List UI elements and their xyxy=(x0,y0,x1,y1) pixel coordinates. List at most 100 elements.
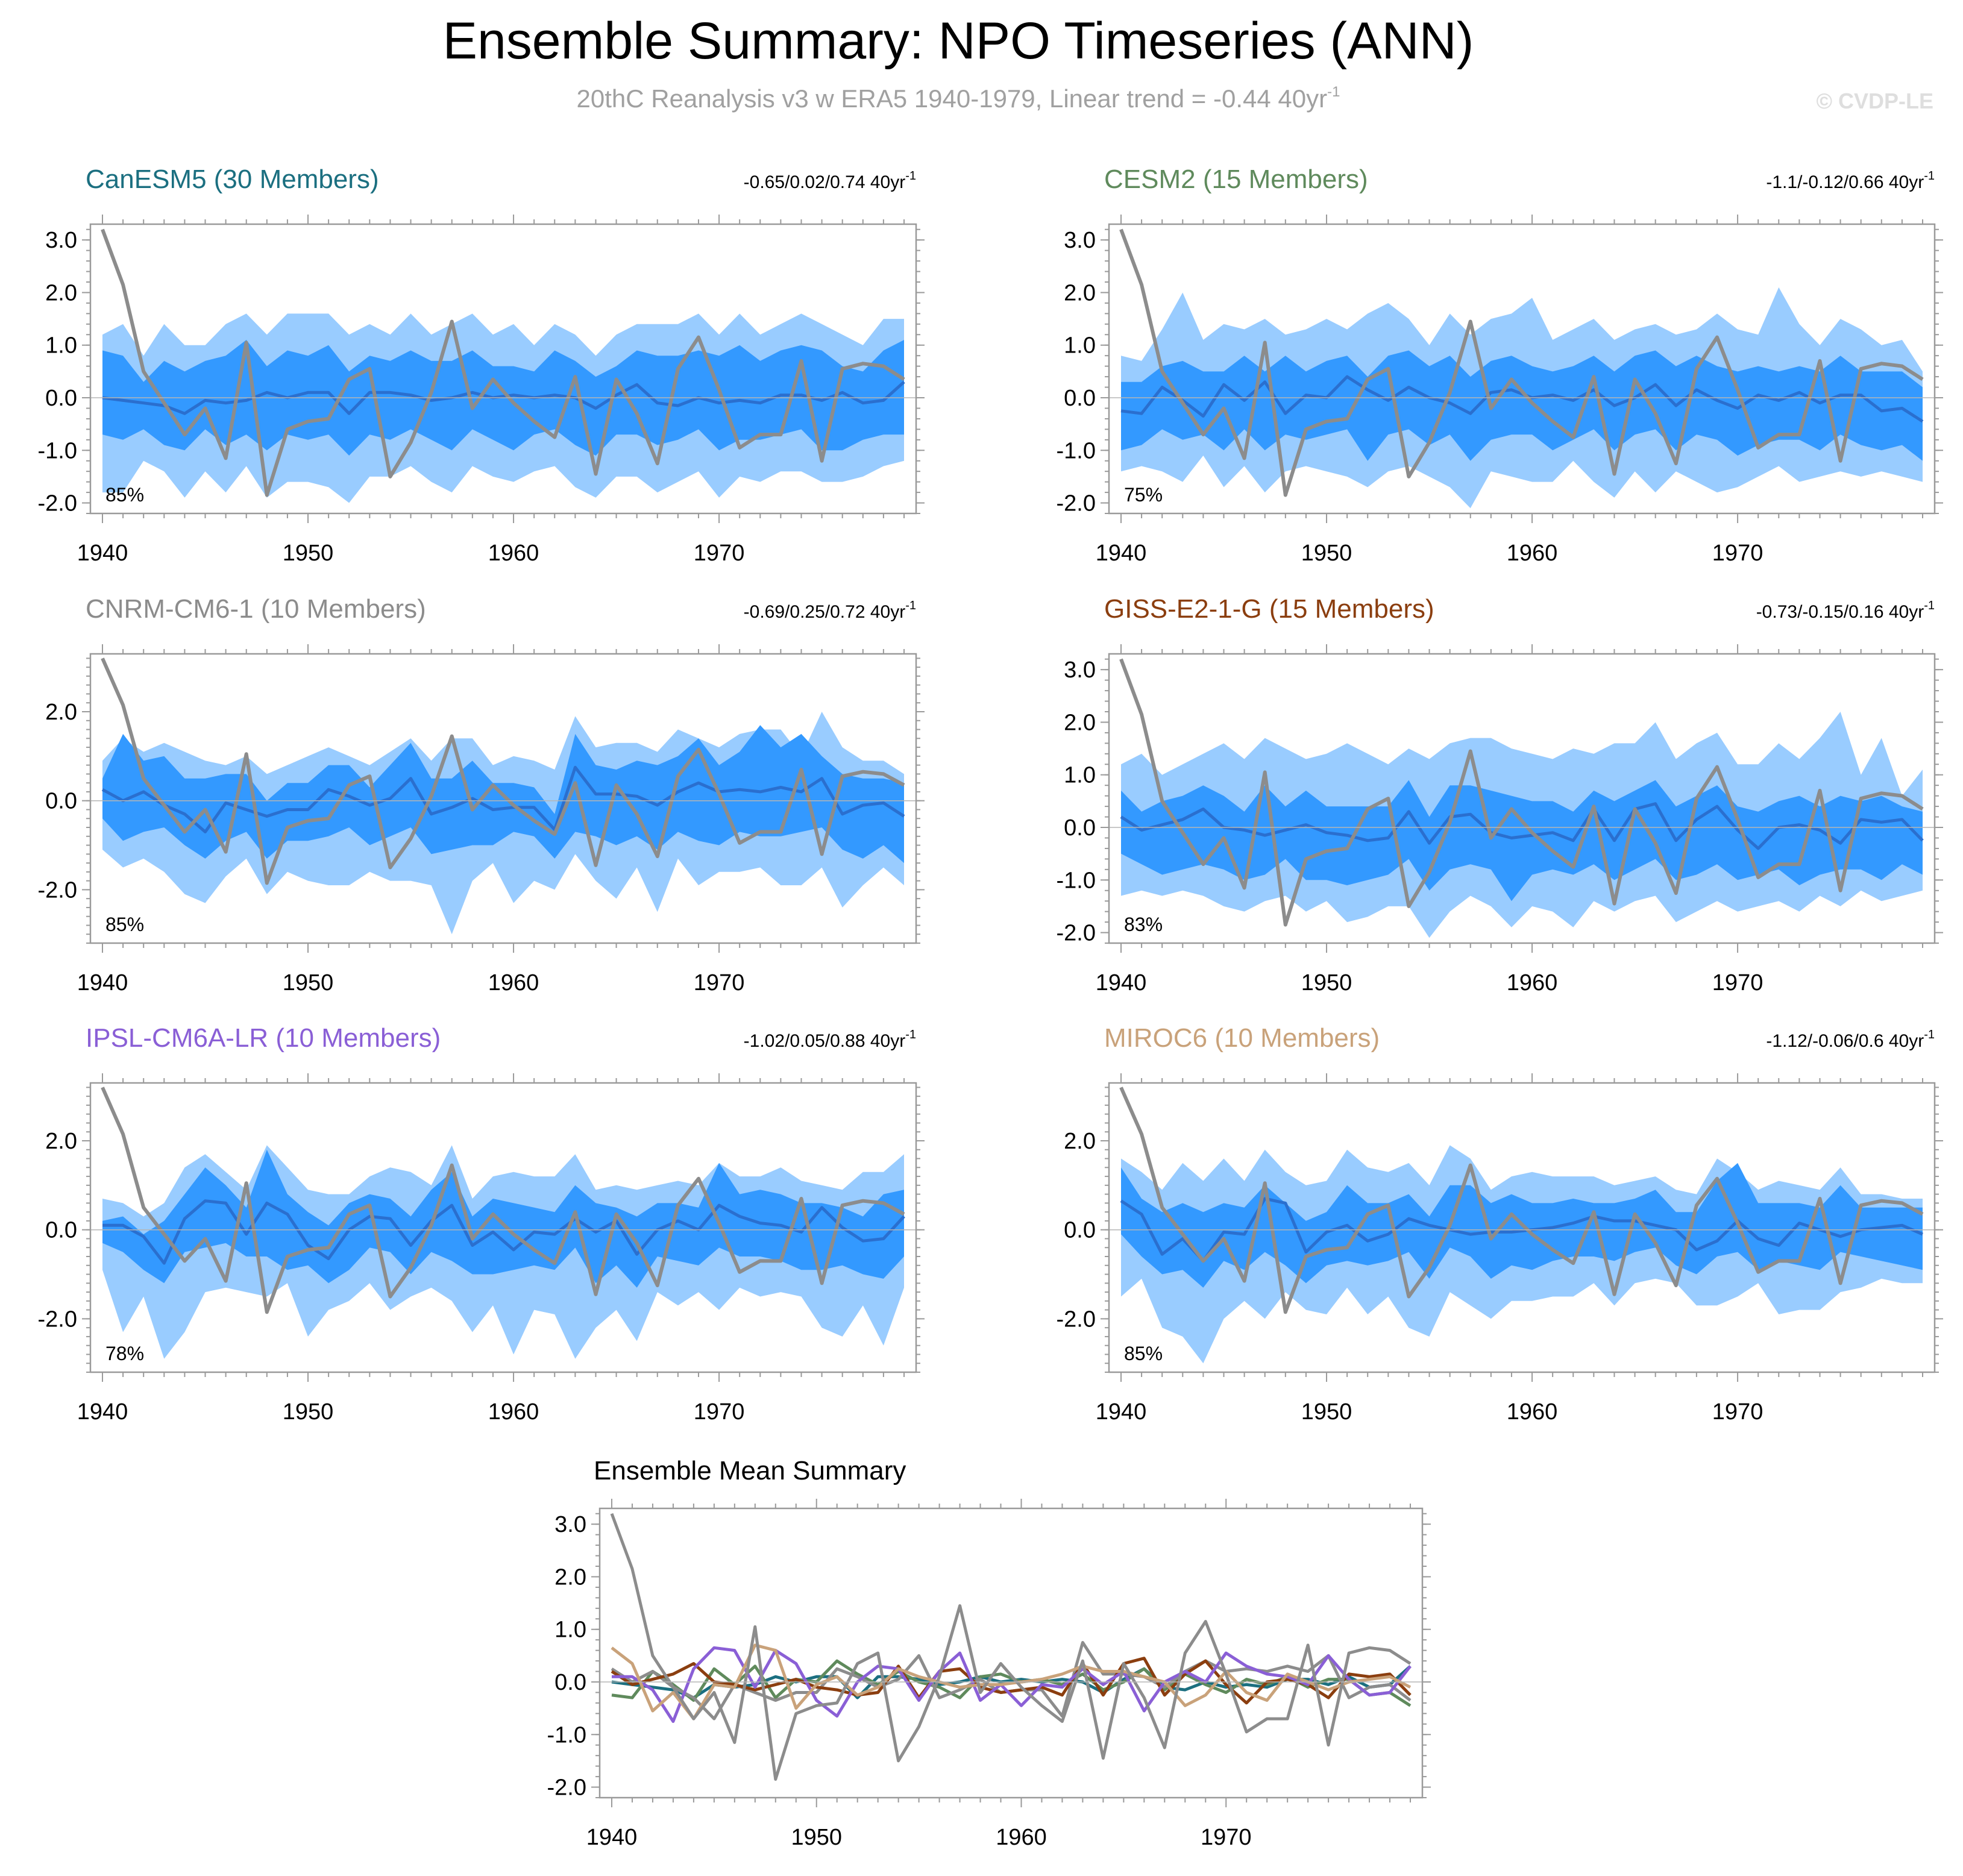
plot-area xyxy=(1119,658,1924,938)
y-tick-label: 2.0 xyxy=(1064,1129,1096,1154)
range-exponent: -1 xyxy=(1924,169,1935,183)
panel-trend-range: -1.1/-0.12/0.66 40yr-1 xyxy=(1766,169,1935,192)
x-tick-label: 1950 xyxy=(1301,1399,1352,1425)
x-tick-label: 1940 xyxy=(1096,1399,1147,1425)
y-tick-label: 3.0 xyxy=(1064,228,1096,253)
x-tick-label: 1960 xyxy=(1507,1399,1558,1425)
y-tick-label: 3.0 xyxy=(45,228,77,253)
panel-title: MIROC6 (10 Members) xyxy=(1104,1023,1380,1053)
y-tick-label: 2.0 xyxy=(45,700,77,725)
y-tick-label: -1.0 xyxy=(1057,438,1096,463)
x-tick-label: 1950 xyxy=(791,1825,842,1850)
panel-5: MIROC6 (10 Members) -1.12/-0.06/0.6 40yr-… xyxy=(1057,1023,1943,1425)
observed-line xyxy=(1119,228,1924,497)
plot-frame xyxy=(1108,653,1936,944)
x-tick-label: 1950 xyxy=(1301,541,1352,566)
series-line-miroc6 xyxy=(611,1643,1412,1721)
panel-title: Ensemble Mean Summary xyxy=(594,1456,906,1485)
range-exponent: -1 xyxy=(1924,1028,1935,1041)
range-exponent: -1 xyxy=(905,599,916,612)
panel-title: GISS-E2-1-G (15 Members) xyxy=(1104,594,1434,624)
plot-area xyxy=(101,1087,905,1359)
plot-frame xyxy=(89,223,917,515)
range-exponent: -1 xyxy=(905,1028,916,1041)
y-tick-label: 2.0 xyxy=(1064,280,1096,306)
range-value: -1.02/0.05/0.88 40yr xyxy=(744,1031,906,1051)
panel-title: CNRM-CM6-1 (10 Members) xyxy=(86,594,426,624)
x-tick-label: 1970 xyxy=(694,1399,745,1425)
y-tick-label: 1.0 xyxy=(554,1617,586,1643)
x-tick-label: 1950 xyxy=(283,1399,334,1425)
percent-label: 78% xyxy=(105,1343,144,1364)
percent-label: 85% xyxy=(105,484,144,506)
observed-line xyxy=(1119,658,1924,927)
range-value: -0.69/0.25/0.72 40yr xyxy=(744,602,906,622)
x-tick-label: 1940 xyxy=(1096,970,1147,996)
observed-line xyxy=(101,657,905,885)
panel-title: CESM2 (15 Members) xyxy=(1104,165,1368,194)
subtitle-exponent: -1 xyxy=(1327,84,1340,100)
x-tick-label: 1960 xyxy=(1507,970,1558,996)
observed-line xyxy=(1119,1087,1924,1314)
panel-0: CanESM5 (30 Members) -0.65/0.02/0.74 40yr… xyxy=(38,165,925,566)
x-tick-label: 1960 xyxy=(996,1825,1047,1850)
x-tick-label: 1950 xyxy=(283,541,334,566)
range-exponent: -1 xyxy=(1924,599,1935,612)
y-tick-label: -2.0 xyxy=(1057,491,1096,516)
x-tick-label: 1960 xyxy=(488,970,539,996)
y-tick-label: 2.0 xyxy=(1064,710,1096,735)
panel-2: CNRM-CM6-1 (10 Members) -0.69/0.25/0.72 4… xyxy=(38,594,925,996)
percent-label: 83% xyxy=(1124,914,1163,935)
y-tick-label: -2.0 xyxy=(38,877,77,903)
series-line-observed xyxy=(610,1513,1412,1781)
x-tick-label: 1970 xyxy=(694,970,745,996)
x-tick-label: 1950 xyxy=(1301,970,1352,996)
percent-label: 85% xyxy=(105,914,144,935)
watermark: © CVDP-LE xyxy=(1816,89,1933,113)
y-tick-label: -1.0 xyxy=(38,438,77,463)
y-tick-label: 0.0 xyxy=(554,1670,586,1695)
plot-area xyxy=(101,657,905,935)
panel-trend-range: -0.73/-0.15/0.16 40yr-1 xyxy=(1756,599,1935,622)
x-tick-label: 1960 xyxy=(488,541,539,566)
figure-title: Ensemble Summary: NPO Timeseries (ANN) xyxy=(443,12,1474,70)
panel-6: Ensemble Mean Summary -2.0 -1.0 0.0 1.0 2.0 3.… xyxy=(547,1456,1431,1850)
observed-line xyxy=(101,1087,905,1314)
panel-trend-range: -1.02/0.05/0.88 40yr-1 xyxy=(744,1028,916,1051)
panel-4: IPSL-CM6A-LR (10 Members) -1.02/0.05/0.88… xyxy=(38,1023,925,1425)
y-tick-label: -2.0 xyxy=(38,1307,77,1332)
y-tick-label: 1.0 xyxy=(1064,763,1096,788)
panel-3: GISS-E2-1-G (15 Members) -0.73/-0.15/0.16… xyxy=(1057,594,1943,996)
subtitle-text: 20thC Reanalysis v3 w ERA5 1940-1979, Li… xyxy=(577,84,1328,113)
x-tick-label: 1940 xyxy=(77,970,128,996)
x-tick-label: 1970 xyxy=(1712,541,1764,566)
y-tick-label: 3.0 xyxy=(1064,657,1096,683)
plot-frame xyxy=(598,1507,1424,1799)
x-tick-label: 1940 xyxy=(586,1825,638,1850)
plot-frame xyxy=(89,1082,917,1373)
figure-subtitle: 20thC Reanalysis v3 w ERA5 1940-1979, Li… xyxy=(577,84,1340,113)
range-value: -1.1/-0.12/0.66 40yr xyxy=(1766,172,1924,192)
inner-spread-band xyxy=(1121,350,1923,461)
x-tick-label: 1970 xyxy=(1712,1399,1764,1425)
x-tick-label: 1940 xyxy=(77,541,128,566)
y-tick-label: 3.0 xyxy=(554,1512,586,1537)
plot-area xyxy=(1119,1087,1924,1364)
y-tick-label: 2.0 xyxy=(554,1564,586,1590)
ensemble-mean-line xyxy=(102,1199,905,1265)
x-tick-label: 1950 xyxy=(283,970,334,996)
panel-title: CanESM5 (30 Members) xyxy=(86,165,379,194)
y-tick-label: 0.0 xyxy=(1064,815,1096,841)
plot-area xyxy=(610,1513,1412,1781)
panel-trend-range: -0.69/0.25/0.72 40yr-1 xyxy=(744,599,916,622)
y-tick-label: 2.0 xyxy=(45,280,77,306)
y-tick-label: 0.0 xyxy=(1064,386,1096,411)
x-tick-label: 1940 xyxy=(1096,541,1147,566)
percent-label: 85% xyxy=(1124,1343,1163,1364)
ensemble-mean-line xyxy=(1120,1197,1923,1263)
range-value: -1.12/-0.06/0.6 40yr xyxy=(1766,1031,1924,1051)
panel-trend-range: -0.65/0.02/0.74 40yr-1 xyxy=(744,169,916,192)
range-exponent: -1 xyxy=(905,169,916,183)
plot-frame xyxy=(1108,1082,1936,1373)
